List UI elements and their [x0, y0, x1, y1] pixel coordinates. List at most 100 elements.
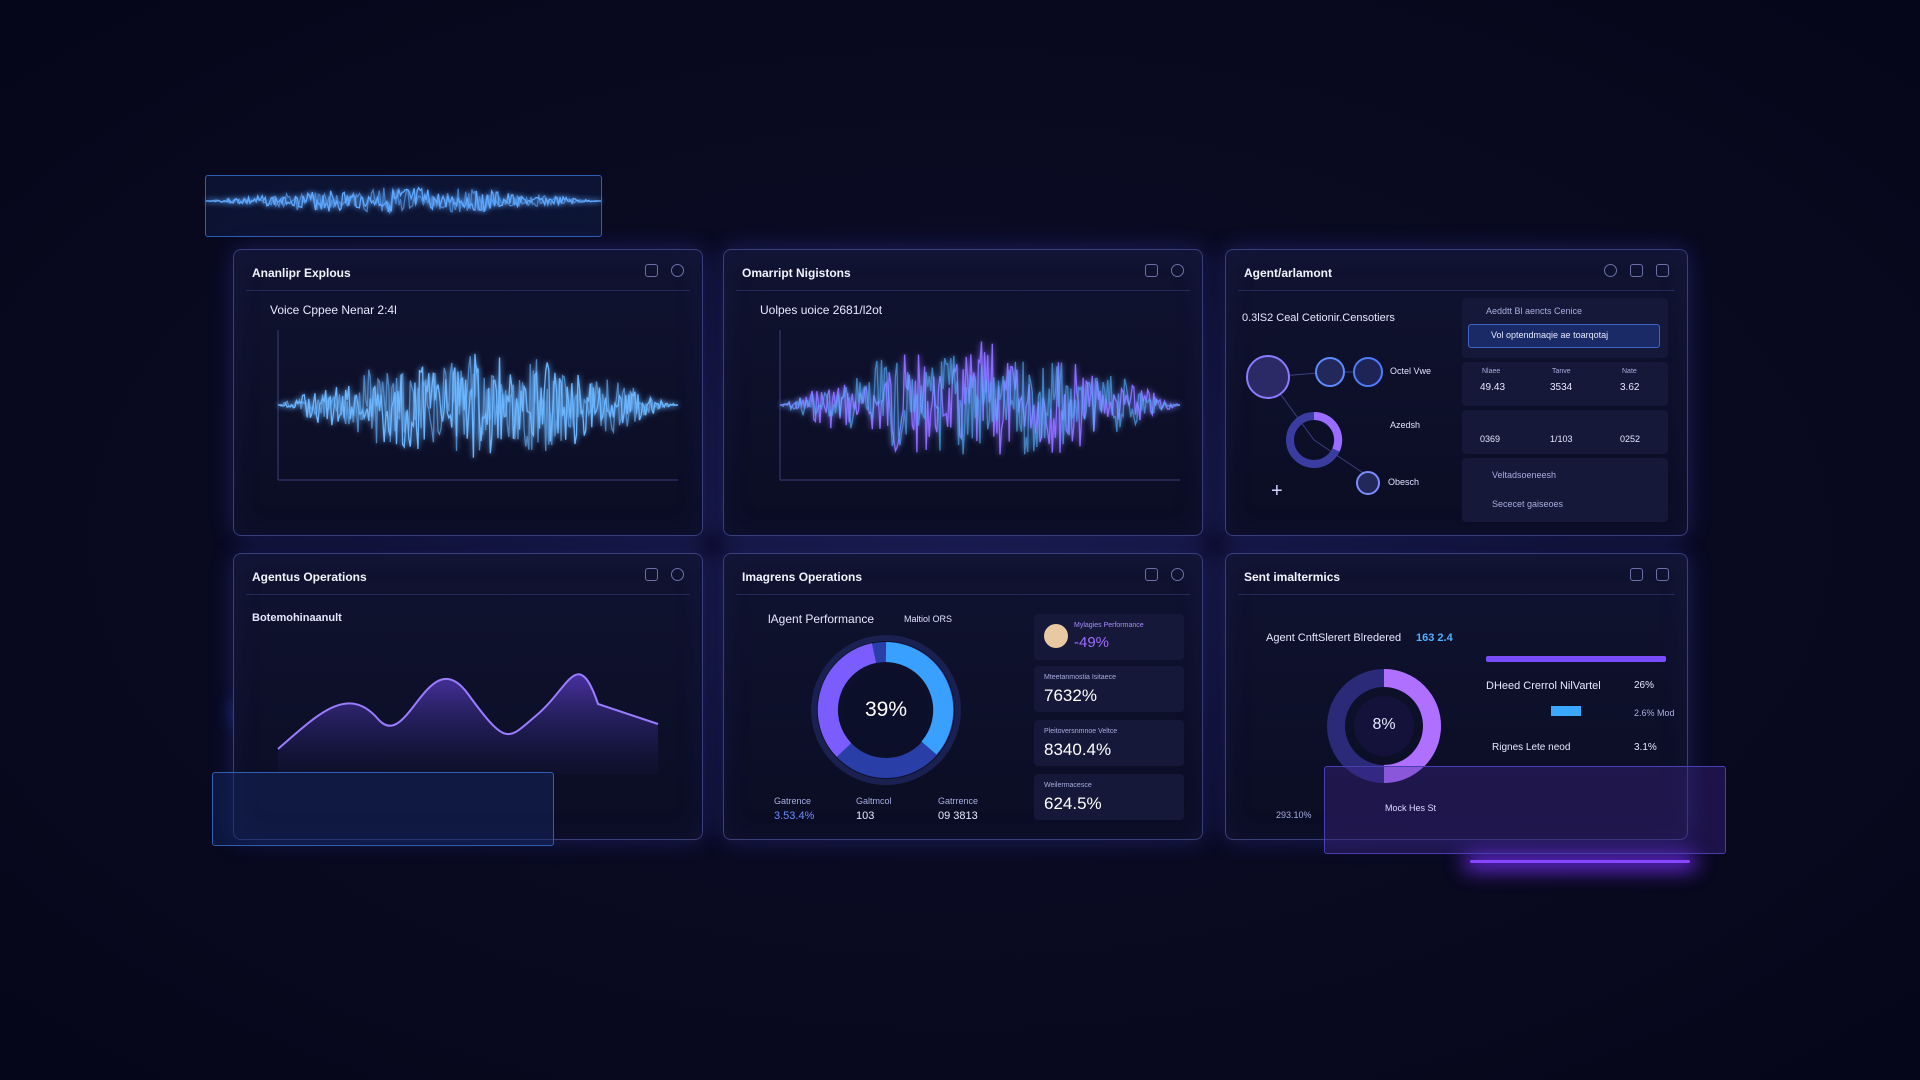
icon[interactable]	[671, 264, 684, 277]
wave-line	[278, 356, 679, 451]
kpi-value: 624.5%	[1044, 794, 1102, 813]
card: Aeddtt Bl aencts Cenice Vol optendmaqie …	[1462, 298, 1668, 358]
side-value: 2.6% Mod	[1634, 708, 1675, 718]
line	[277, 673, 659, 750]
panel-title: Omarript Nigistons	[742, 266, 851, 280]
footer-value: 103	[856, 810, 875, 822]
kpi-card: Pleitoversnmnoe Veltce 8340.4%	[1034, 720, 1184, 766]
stat-value: 49.43	[1480, 382, 1506, 393]
stat-label: Tanve	[1552, 368, 1571, 375]
panel-subtitle: Botemohinaanult	[252, 612, 342, 624]
panel-subtitle: 0.3lS2 Ceal Cetionir.Censotiers	[1242, 312, 1395, 324]
links-card: Veltadsoeneesh Sececet gaiseoes	[1462, 458, 1668, 522]
panel-title: Imagrens Operations	[742, 570, 863, 584]
panel: Ananlipr Explous Voice Cppee Nenar 2:4l	[233, 249, 703, 536]
icon[interactable]	[1145, 568, 1158, 581]
kpi-label: Mteetanmostia Isitaece	[1044, 674, 1116, 681]
avatar	[1246, 355, 1290, 399]
row-label: DHeed Crerrol NilVartel	[1486, 680, 1601, 692]
panel: Sent imaltermics Agent CnftSlerert Blred…	[1225, 553, 1726, 854]
icon[interactable]	[1656, 568, 1669, 581]
donut	[1327, 669, 1441, 783]
icon[interactable]	[671, 568, 684, 581]
kpi-value: 8340.4%	[1044, 740, 1112, 759]
highlight-row[interactable]: Vol optendmaqie ae toarqotaj	[1468, 324, 1660, 348]
agent-label: Octel Vwe	[1390, 366, 1432, 376]
kpi-label: Weilermacesce	[1044, 782, 1092, 789]
panel-title: Agentus Operations	[252, 570, 367, 584]
stat-label: Nlaee	[1482, 368, 1501, 375]
divider	[246, 290, 690, 291]
stat-value: 1/103	[1550, 434, 1573, 444]
floating-panel	[212, 772, 554, 846]
stat-value: 0252	[1620, 434, 1641, 444]
waveform	[779, 330, 1181, 481]
icon[interactable]	[645, 264, 658, 277]
footer-value: 293.10%	[1276, 810, 1312, 820]
divider	[1238, 290, 1675, 291]
floating-panel	[205, 175, 602, 237]
panel-title: Sent imaltermics	[1244, 570, 1341, 584]
footer-value: 09 3813	[938, 810, 978, 822]
waveform	[277, 330, 679, 481]
agent-label: Obesch	[1388, 477, 1420, 487]
divider	[736, 594, 1190, 595]
glow	[1470, 860, 1690, 863]
card-title: Aeddtt Bl aencts Cenice	[1486, 306, 1583, 316]
panel-title: Ananlipr Explous	[252, 266, 351, 280]
icon[interactable]	[1630, 568, 1643, 581]
bar	[1486, 656, 1666, 662]
stat-label: Nate	[1622, 368, 1637, 375]
icon[interactable]	[1145, 264, 1158, 277]
kpi-value: -49%	[1074, 634, 1110, 651]
highlight-text: Vol optendmaqie ae toarqotaj	[1491, 330, 1609, 340]
icon[interactable]	[1604, 264, 1617, 277]
panel-title: Agent/arlamont	[1244, 266, 1333, 280]
panel-subtitle: Uolpes uoice 2681/l2ot	[760, 303, 883, 317]
row-label: Rignes Lete neod	[1492, 742, 1571, 753]
donut	[811, 635, 961, 785]
link[interactable]: Veltadsoeneesh	[1492, 470, 1557, 480]
divider	[246, 594, 690, 595]
waveform	[206, 186, 602, 214]
wave-line	[206, 186, 601, 213]
icon[interactable]	[1171, 568, 1184, 581]
add-icon[interactable]: +	[1271, 480, 1283, 502]
panel-subtitle: Voice Cppee Nenar 2:4l	[270, 303, 397, 317]
panel-subtitle: Agent CnftSlerert Blredered	[1266, 632, 1402, 644]
icon[interactable]	[645, 568, 658, 581]
icon[interactable]	[1656, 264, 1669, 277]
legend: Maltiol ORS	[904, 614, 953, 624]
area-chart	[277, 673, 659, 774]
kpi-card: Weilermacesce 624.5%	[1034, 774, 1184, 820]
footer-value: 3.53.4%	[774, 810, 815, 822]
footer-label: Galtmcol	[856, 796, 892, 806]
kpi-value: 7632%	[1044, 686, 1097, 705]
bar	[1551, 706, 1581, 716]
icon[interactable]	[1630, 264, 1643, 277]
avatar	[1044, 624, 1068, 648]
row-value: 3.1%	[1634, 742, 1657, 753]
kpi-label: Mylagies Performance	[1074, 622, 1144, 629]
panel-subtitle: lAgent Performance	[768, 612, 875, 626]
donut-center: 39%	[864, 698, 908, 721]
icon[interactable]	[1171, 264, 1184, 277]
link[interactable]: Sececet gaiseoes	[1492, 499, 1564, 509]
stat-value: 3.62	[1620, 382, 1640, 393]
kpi-label: Pleitoversnmnoe Veltce	[1044, 728, 1118, 735]
avatar	[1315, 357, 1345, 387]
wave-line	[780, 341, 1181, 455]
overlay-text: Mock Hes St	[1385, 803, 1437, 813]
panel: Agent/arlamont 0.3lS2 Ceal Cetionir.Cens…	[1225, 249, 1688, 536]
stat-value: 3534	[1550, 382, 1573, 393]
donut-center: 8%	[1372, 716, 1396, 733]
panel: Omarript Nigistons Uolpes uoice 2681/l2o…	[723, 249, 1203, 536]
footer-label: Gatrence	[774, 796, 812, 806]
panel: Imagrens Operations lAgent Performance M…	[723, 553, 1203, 840]
kpi-card: Mteetanmostia Isitaece 7632%	[1034, 666, 1184, 712]
avatar	[1356, 471, 1380, 495]
wave-line	[278, 353, 679, 458]
agent-network: +	[1246, 355, 1383, 502]
